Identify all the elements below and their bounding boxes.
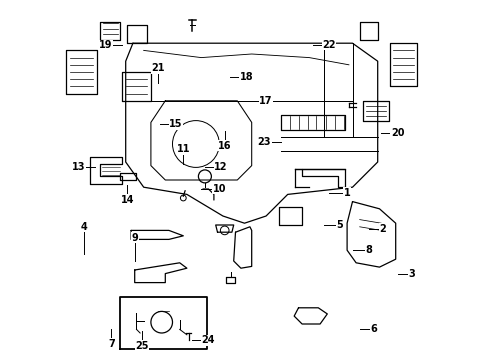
Text: 20: 20 [390,128,404,138]
Text: 4: 4 [81,222,87,232]
Text: 19: 19 [99,40,112,50]
Text: 11: 11 [176,144,190,154]
Text: 9: 9 [131,233,138,243]
Text: 16: 16 [218,141,231,151]
Text: 18: 18 [239,72,253,82]
Text: 24: 24 [202,335,215,345]
Text: 6: 6 [370,324,377,334]
Text: 13: 13 [72,162,85,172]
Text: 21: 21 [151,63,164,73]
Text: 5: 5 [336,220,343,230]
Text: 17: 17 [259,96,272,106]
Text: 12: 12 [214,162,227,172]
Text: 10: 10 [212,184,225,194]
Text: 15: 15 [169,119,183,129]
Text: 8: 8 [365,245,371,255]
Text: 7: 7 [108,339,115,349]
Text: 3: 3 [407,269,414,279]
Text: 22: 22 [322,40,335,50]
Text: 1: 1 [343,188,350,198]
Text: 23: 23 [257,137,270,147]
Text: 14: 14 [121,195,134,205]
Text: 25: 25 [135,341,148,351]
Text: 2: 2 [379,224,386,234]
